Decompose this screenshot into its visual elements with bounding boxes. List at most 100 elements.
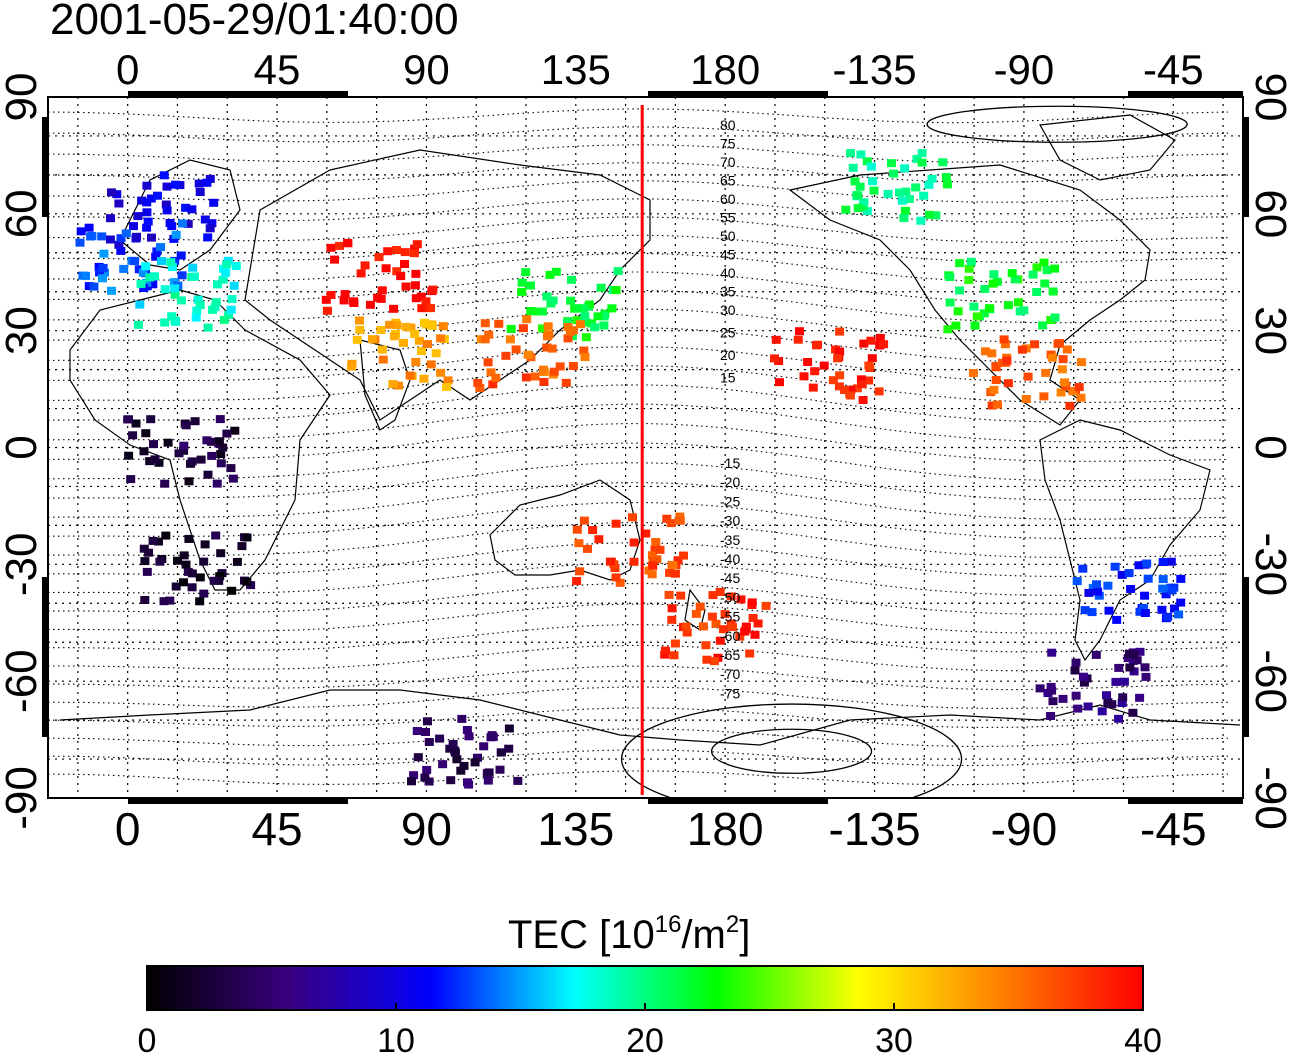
tec-cell bbox=[1141, 672, 1151, 681]
tec-cell bbox=[483, 776, 493, 785]
right-lat-label: 60 bbox=[1246, 189, 1292, 238]
tec-cell bbox=[670, 569, 680, 578]
magnetic-contour bbox=[48, 180, 1229, 203]
tec-cell bbox=[377, 345, 387, 354]
tec-cell bbox=[218, 275, 228, 284]
tec-cell bbox=[650, 545, 660, 554]
tec-cell bbox=[470, 758, 480, 767]
tec-cell bbox=[355, 325, 365, 334]
tec-cell bbox=[1076, 358, 1086, 367]
tec-cell bbox=[199, 557, 209, 566]
tec-cell bbox=[179, 578, 188, 587]
tec-cell bbox=[521, 268, 531, 277]
magnetic-contour bbox=[48, 216, 1229, 243]
tec-cell bbox=[170, 284, 180, 293]
tec-cell bbox=[945, 298, 955, 307]
tec-cell bbox=[1028, 270, 1038, 279]
tec-cell bbox=[726, 592, 736, 601]
tec-cell bbox=[538, 324, 547, 333]
tec-cell bbox=[426, 304, 435, 313]
colorbar: TEC [1016/m2] 0 10 20 30 40 bbox=[138, 911, 1162, 1057]
tec-cell bbox=[126, 475, 136, 484]
tec-cell bbox=[187, 583, 197, 592]
tec-cell bbox=[231, 262, 241, 270]
tec-cell bbox=[116, 234, 126, 243]
tec-cell bbox=[156, 243, 165, 252]
tec-cell bbox=[855, 182, 865, 191]
tec-cell bbox=[1166, 557, 1176, 566]
tec-cell bbox=[715, 636, 725, 645]
tec-cell bbox=[413, 753, 423, 762]
right-latitude-labels: 90 60 30 0 -30 -60 -90 bbox=[1246, 73, 1292, 830]
tec-cell bbox=[1021, 395, 1031, 403]
tec-cell bbox=[799, 372, 809, 381]
magnetic-contour bbox=[48, 253, 1229, 284]
top-lon-label: -90 bbox=[994, 46, 1055, 93]
tec-cell bbox=[938, 158, 948, 167]
tec-cell bbox=[326, 291, 336, 299]
tec-cell bbox=[955, 259, 965, 268]
tec-cell bbox=[862, 207, 872, 216]
tec-region bbox=[770, 327, 889, 404]
tec-cell bbox=[219, 315, 229, 324]
tec-cell bbox=[537, 307, 547, 316]
tec-cell bbox=[216, 459, 226, 468]
tec-cell bbox=[864, 376, 874, 385]
magnetic-contour bbox=[48, 665, 1229, 691]
tec-cell bbox=[735, 632, 745, 641]
tec-cell bbox=[1170, 604, 1179, 613]
tec-cell bbox=[409, 771, 419, 780]
tec-cell bbox=[1056, 388, 1066, 397]
tec-cell bbox=[708, 591, 718, 600]
tec-cell bbox=[160, 318, 170, 327]
tec-cell bbox=[1091, 650, 1101, 659]
tec-cell bbox=[147, 233, 156, 242]
tec-cell bbox=[945, 273, 955, 282]
tec-cell bbox=[972, 312, 982, 321]
tec-cell bbox=[228, 474, 238, 483]
tec-cell bbox=[171, 230, 181, 239]
tec-cell bbox=[211, 298, 221, 307]
tec-cell bbox=[795, 327, 804, 336]
tec-cell bbox=[647, 570, 657, 579]
contour-label: -75 bbox=[720, 685, 740, 701]
tec-cell bbox=[216, 450, 226, 459]
tec-cell bbox=[410, 244, 420, 253]
tec-cell bbox=[579, 516, 589, 525]
tec-cell bbox=[668, 561, 678, 569]
tec-cell bbox=[941, 173, 951, 182]
tec-cell bbox=[517, 287, 527, 296]
tec-cell bbox=[187, 569, 197, 578]
tec-cell bbox=[224, 311, 234, 320]
tec-cell bbox=[1060, 378, 1070, 387]
tec-cell bbox=[426, 360, 436, 369]
tec-cell bbox=[100, 268, 109, 277]
tec-cell bbox=[97, 232, 107, 241]
tec-cell bbox=[866, 162, 876, 171]
tec-cell bbox=[343, 238, 353, 247]
contour-label: -60 bbox=[720, 628, 740, 644]
tec-cell bbox=[868, 177, 878, 186]
tec-cell bbox=[139, 447, 149, 456]
tec-cell bbox=[522, 315, 532, 324]
contour-label: 15 bbox=[720, 370, 736, 386]
tec-cell bbox=[574, 539, 584, 548]
tec-cell bbox=[1080, 606, 1090, 615]
tec-cell bbox=[917, 149, 927, 158]
tec-cell bbox=[132, 232, 141, 241]
tec-cell bbox=[207, 219, 217, 228]
tec-cell bbox=[1048, 287, 1058, 296]
tec-region bbox=[572, 512, 688, 587]
tec-cell bbox=[867, 354, 877, 363]
tec-cell bbox=[702, 655, 712, 664]
tec-cell bbox=[396, 272, 406, 281]
tec-cell bbox=[149, 440, 158, 449]
tec-cell bbox=[166, 258, 176, 267]
tec-cell bbox=[450, 748, 460, 757]
bottom-lon-label: -135 bbox=[829, 803, 921, 855]
coast-south-america bbox=[1039, 419, 1211, 662]
tec-cell bbox=[835, 371, 845, 380]
tec-cell bbox=[414, 336, 424, 345]
tec-cell bbox=[196, 455, 206, 464]
tec-cell bbox=[857, 380, 867, 389]
